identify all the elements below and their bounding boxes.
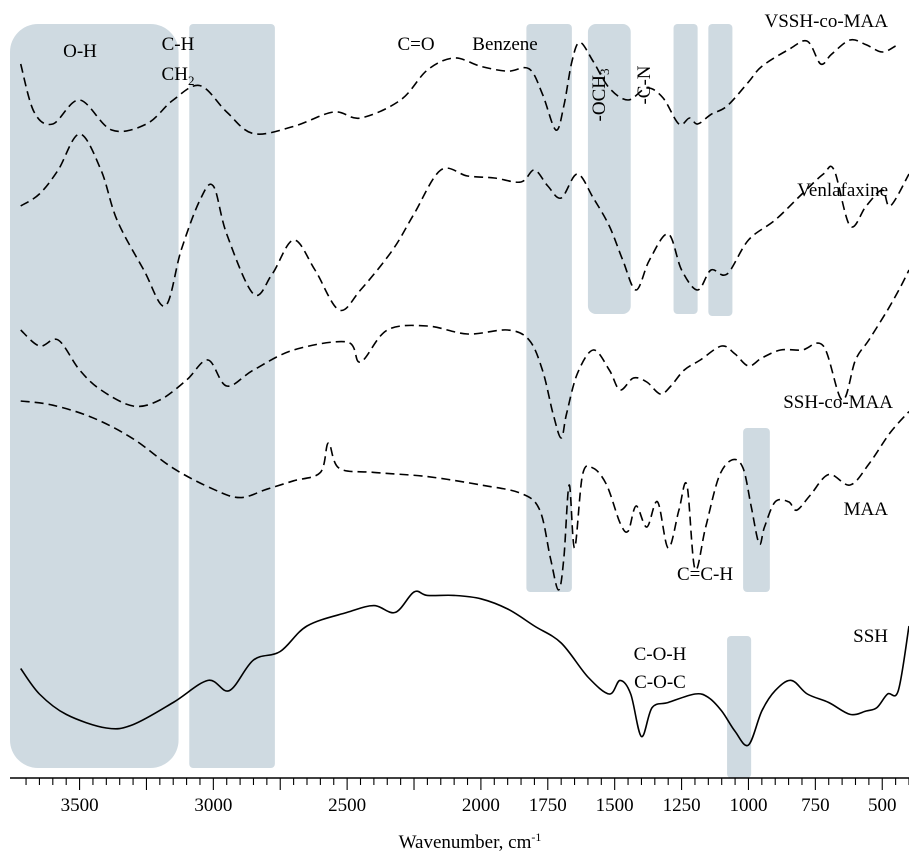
band-7 xyxy=(727,636,752,778)
band-label-7: C-O-H xyxy=(634,644,687,665)
series-line-2 xyxy=(20,269,909,439)
band-4 xyxy=(673,24,698,314)
band-label-2: C=O xyxy=(397,34,434,55)
series-line-0 xyxy=(19,38,896,135)
series-label-0: VSSH-co-MAA xyxy=(765,11,889,32)
series-label-2: SSH-co-MAA xyxy=(783,392,893,413)
band-label-0: O-H xyxy=(63,41,97,62)
band-6 xyxy=(743,428,770,592)
band-5 xyxy=(708,24,733,316)
band-labels: O-H C-H CH2 C=O Benzene -OCH3 -C-N C=C-H C-O-H C-… xyxy=(63,34,733,693)
x-axis: 3500 3000 2500 2000 1750 1500 1250 1000 750 500 xyxy=(10,777,909,816)
band-label-7-line2: C-O-C xyxy=(634,672,686,693)
x-tick-label: 2000 xyxy=(462,795,500,816)
x-tick-label: 1250 xyxy=(663,795,701,816)
band-label-5: -C-N xyxy=(634,65,655,104)
x-tick-label: 750 xyxy=(801,795,830,816)
x-tick-label: 1500 xyxy=(596,795,634,816)
series-labels: VSSH-co-MAA Venlafaxine SSH-co-MAA MAA SSH xyxy=(765,11,894,647)
x-tick-label: 2500 xyxy=(328,795,366,816)
band-label-4: -OCH3 xyxy=(589,69,612,122)
band-0 xyxy=(10,24,179,768)
band-label-6: C=C-H xyxy=(677,564,733,585)
band-label-3: Benzene xyxy=(472,34,537,55)
spectra-curves xyxy=(19,38,909,747)
series-label-4: SSH xyxy=(853,626,888,647)
band-label-1-line2: CH2 xyxy=(162,64,195,88)
band-2 xyxy=(526,24,572,592)
x-tick-label: 500 xyxy=(868,795,897,816)
x-tick-label: 1750 xyxy=(529,795,567,816)
band-1 xyxy=(189,24,275,768)
series-label-1: Venlafaxine xyxy=(797,180,888,201)
highlight-bands xyxy=(10,24,770,778)
series-label-3: MAA xyxy=(844,499,889,520)
x-tick-label: 3500 xyxy=(61,795,99,816)
band-label-1: C-H xyxy=(162,34,195,55)
x-axis-label: Wavenumber, cm-1 xyxy=(399,830,542,853)
series-line-4 xyxy=(20,590,909,747)
band-3 xyxy=(587,24,631,314)
x-tick-label: 1000 xyxy=(729,795,767,816)
x-tick-label: 3000 xyxy=(194,795,232,816)
